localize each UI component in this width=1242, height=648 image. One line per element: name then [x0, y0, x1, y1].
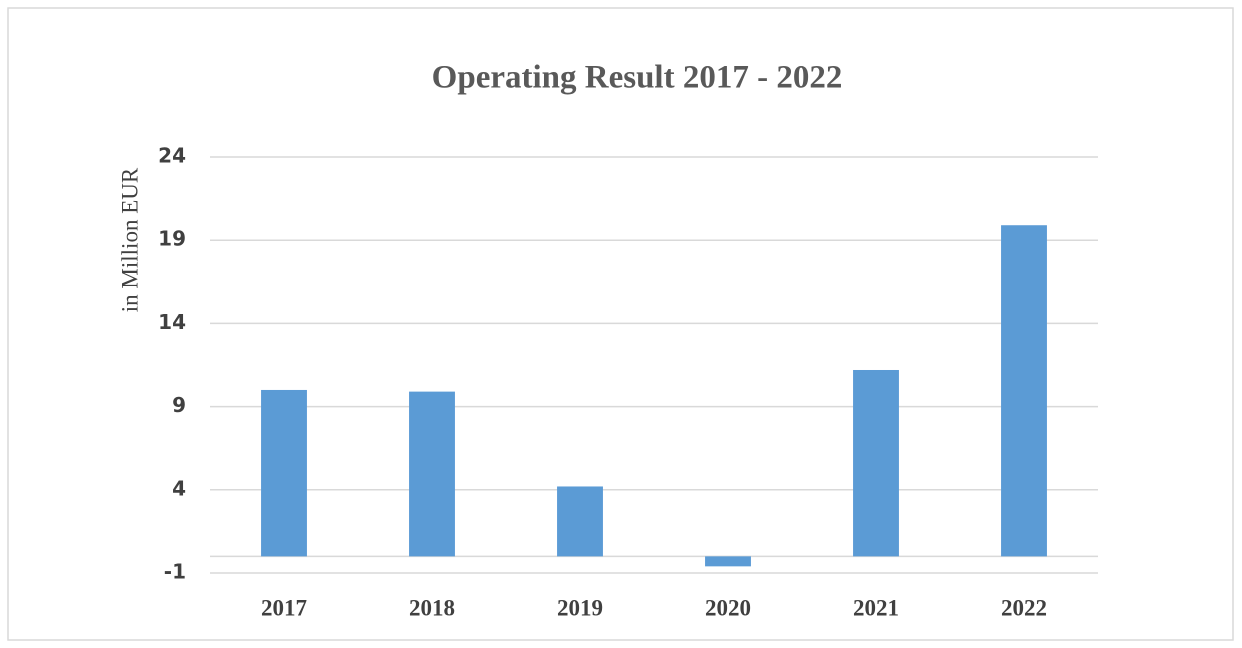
y-tick-label: 9: [172, 393, 186, 417]
chart-title: Operating Result 2017 - 2022: [432, 60, 843, 96]
bar: [409, 391, 455, 557]
y-tick-label: -1: [164, 560, 186, 584]
x-tick-label: 2019: [557, 595, 603, 620]
x-tick-label: 2021: [853, 595, 899, 620]
bar: [853, 369, 899, 557]
bar: [557, 486, 603, 557]
y-tick-label: 19: [158, 227, 186, 251]
x-tick-label: 2020: [705, 595, 751, 620]
y-tick-label: 24: [158, 144, 186, 168]
x-tick-label: 2017: [261, 595, 307, 620]
bar: [1001, 225, 1047, 557]
y-axis-label: in Million EUR: [117, 167, 142, 312]
x-tick-label: 2022: [1001, 595, 1047, 620]
bar: [261, 389, 307, 557]
y-tick-label: 14: [158, 310, 186, 334]
y-tick-label: 4: [172, 476, 186, 500]
bar: [705, 556, 751, 567]
x-tick-label: 2018: [409, 595, 455, 620]
